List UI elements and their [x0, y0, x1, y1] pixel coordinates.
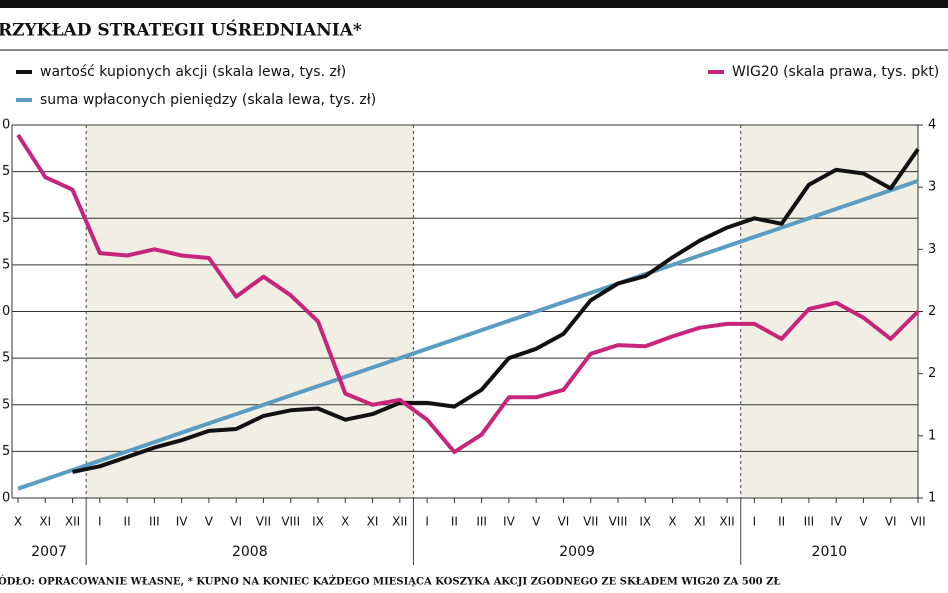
x-tick-label: XII: [392, 515, 407, 529]
x-tick-label: IV: [830, 515, 843, 529]
y-tick-label: 0: [2, 491, 10, 506]
top-bar: [0, 0, 948, 8]
series-line: [72, 148, 920, 474]
x-tick-label: XI: [367, 515, 379, 529]
x-tick-label: XI: [694, 515, 706, 529]
y-tick-label: 5: [2, 397, 10, 412]
x-tick-label: VI: [558, 515, 570, 529]
x-tick-label: VII: [910, 515, 925, 529]
x-tick-label: I: [98, 515, 102, 529]
x-tick-label: II: [451, 515, 458, 529]
x-tick-label: XI: [39, 515, 51, 529]
y2-tick-label: 2: [928, 366, 936, 381]
x-tick-label: II: [124, 515, 131, 529]
y-tick-label: 5: [2, 164, 10, 179]
x-tick-label: III: [476, 515, 487, 529]
x-tick-label: I: [753, 515, 757, 529]
y-tick-label: 0: [2, 304, 10, 319]
y2-tick-label: 3: [928, 242, 936, 257]
x-tick-label: X: [668, 515, 676, 529]
year-label: 2009: [559, 544, 595, 560]
x-tick-label: VI: [885, 515, 897, 529]
series-line: [16, 133, 920, 454]
x-tick-label: IV: [176, 515, 189, 529]
x-tick-label: V: [532, 515, 541, 529]
x-tick-label: VII: [583, 515, 598, 529]
x-tick-label: VII: [256, 515, 271, 529]
x-tick-label: III: [149, 515, 160, 529]
y-tick-label: 5: [2, 257, 10, 272]
y-tick-label: 5: [2, 351, 10, 366]
x-tick-label: I: [425, 515, 429, 529]
x-tick-label: IV: [503, 515, 516, 529]
y-tick-label: 5: [2, 211, 10, 226]
x-tick-label: III: [804, 515, 815, 529]
x-tick-label: VI: [230, 515, 242, 529]
x-tick-label: IX: [312, 515, 324, 529]
series-line: [17, 179, 919, 491]
y2-tick-label: 2: [928, 304, 936, 319]
y-tick-label: 0: [2, 118, 10, 133]
y2-tick-label: 1: [928, 491, 936, 506]
x-tick-label: X: [341, 515, 349, 529]
y2-tick-label: 3: [928, 180, 936, 195]
legend-label: suma wpłaconych pieniędzy (skala lewa, t…: [40, 92, 376, 108]
x-tick-label: XII: [65, 515, 80, 529]
x-tick-label: II: [778, 515, 785, 529]
year-label: 2008: [232, 544, 268, 560]
x-tick-label: VIII: [609, 515, 628, 529]
x-tick-label: XII: [719, 515, 734, 529]
year-label: 2007: [31, 544, 67, 560]
x-tick-label: VIII: [281, 515, 300, 529]
source: ÓDŁO: OPRACOWANIE WŁASNE, * KUPNO NA KON…: [0, 575, 781, 588]
y-tick-label: 5: [2, 444, 10, 459]
chart-title: RZYKŁAD STRATEGII UŚREDNIANIA*: [0, 20, 362, 41]
y2-tick-label: 1: [928, 428, 936, 443]
x-tick-label: V: [205, 515, 214, 529]
legend-label: WIG20 (skala prawa, tys. pkt): [732, 64, 939, 80]
year-label: 2010: [812, 544, 848, 560]
x-tick-label: X: [14, 515, 22, 529]
y2-tick-label: 4: [928, 118, 936, 133]
x-tick-label: IX: [639, 515, 651, 529]
x-tick-label: V: [859, 515, 868, 529]
legend-label: wartość kupionych akcji (skala lewa, tys…: [40, 64, 346, 80]
